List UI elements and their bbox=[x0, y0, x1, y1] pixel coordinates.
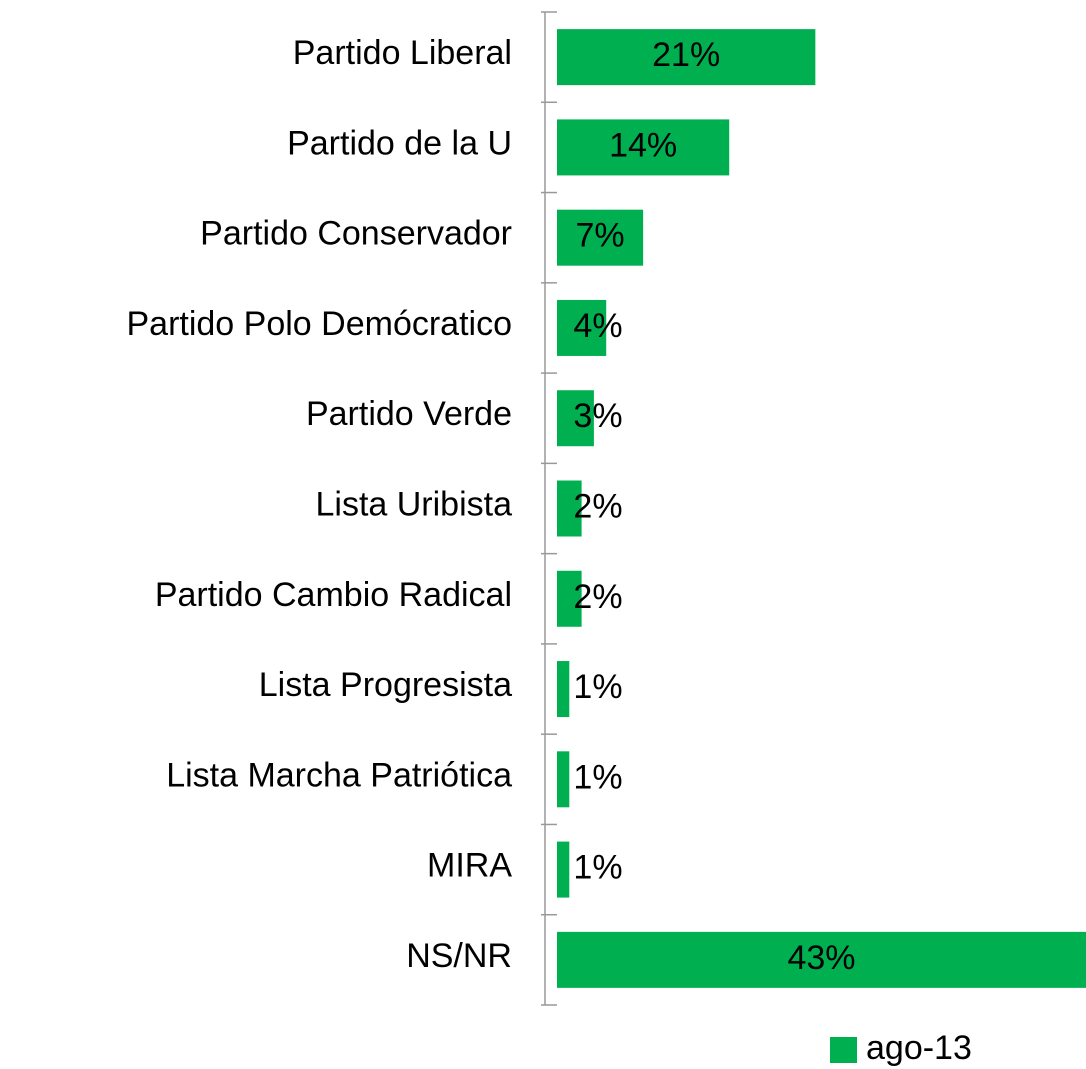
bar bbox=[557, 751, 570, 808]
bar bbox=[557, 570, 582, 627]
bar bbox=[557, 209, 644, 266]
data-label: 3% bbox=[573, 397, 622, 435]
bar bbox=[557, 841, 570, 898]
bar bbox=[557, 299, 607, 356]
data-label: 2% bbox=[573, 578, 622, 616]
category-label: Partido Cambio Radical bbox=[155, 576, 512, 614]
bar bbox=[557, 661, 570, 718]
category-label: Lista Uribista bbox=[315, 485, 512, 523]
category-label: Lista Progresista bbox=[259, 666, 512, 704]
legend-label: ago-13 bbox=[866, 1029, 972, 1067]
data-label: 1% bbox=[573, 758, 622, 796]
category-label: Partido Polo Demócratico bbox=[126, 305, 512, 343]
bar bbox=[557, 931, 1086, 988]
legend-swatch bbox=[830, 1037, 857, 1063]
category-label: Partido Verde bbox=[306, 395, 512, 433]
bar bbox=[557, 119, 730, 176]
category-label: Partido Liberal bbox=[293, 34, 512, 72]
data-label: 43% bbox=[787, 939, 855, 977]
data-label: 1% bbox=[573, 668, 622, 706]
category-label: MIRA bbox=[427, 847, 512, 885]
category-label: Lista Marcha Patriótica bbox=[166, 756, 512, 794]
bar bbox=[557, 480, 582, 537]
category-label: Partido Conservador bbox=[200, 215, 512, 253]
data-label: 14% bbox=[609, 126, 677, 164]
category-label: NS/NR bbox=[406, 937, 512, 975]
data-label: 4% bbox=[573, 307, 622, 345]
bar bbox=[557, 29, 816, 86]
data-label: 1% bbox=[573, 849, 622, 887]
category-label: Partido de la U bbox=[287, 124, 512, 162]
bar bbox=[557, 390, 594, 447]
data-label: 21% bbox=[652, 36, 720, 74]
data-label: 7% bbox=[575, 217, 624, 255]
data-label: 2% bbox=[573, 487, 622, 525]
